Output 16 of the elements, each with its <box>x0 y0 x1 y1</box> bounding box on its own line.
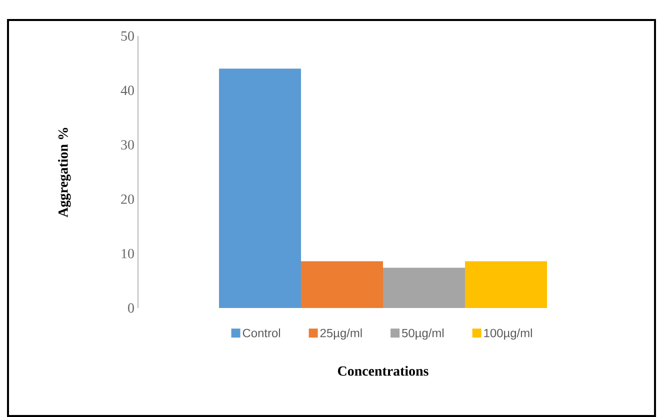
legend-label: Control <box>242 328 280 338</box>
y-tick-label: 50 <box>121 31 134 41</box>
legend-label: 50µg/ml <box>402 328 444 340</box>
y-tick-label: 40 <box>120 86 134 96</box>
x-axis-title: Concentrations <box>338 366 428 376</box>
bar <box>219 68 301 308</box>
bar <box>465 261 548 308</box>
legend-label: 100µg/ml <box>484 328 532 340</box>
y-tick-label: 30 <box>121 140 134 150</box>
y-tick-label: 0 <box>128 303 134 313</box>
bar <box>383 268 466 308</box>
y-axis-title: Aggregation % <box>58 128 71 218</box>
bar <box>301 261 384 308</box>
y-tick-label: 20 <box>121 194 134 204</box>
y-tick-label: 10 <box>122 248 134 258</box>
legend-label: 25µg/ml <box>320 328 362 340</box>
